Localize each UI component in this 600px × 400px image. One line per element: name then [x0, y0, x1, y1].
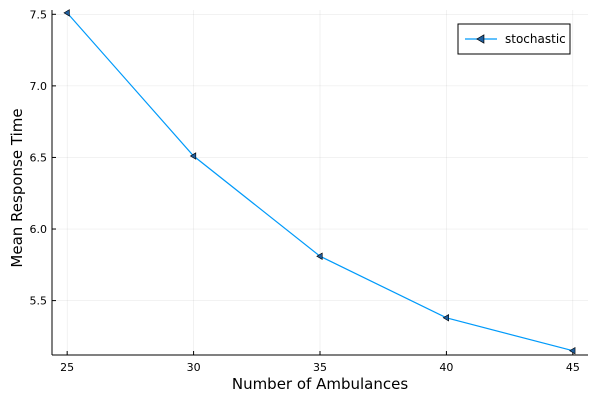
grid [52, 10, 588, 355]
x-axis-label: Number of Ambulances [232, 375, 408, 393]
y-ticks: 5.5 6.0 6.5 7.0 7.5 [30, 8, 56, 308]
y-tick-label: 6.0 [30, 223, 48, 236]
data-point [63, 9, 70, 17]
data-point [316, 252, 323, 260]
data-point [442, 314, 449, 322]
data-point [569, 346, 576, 355]
y-tick-label: 7.5 [30, 8, 48, 21]
x-tick-label: 25 [60, 361, 74, 374]
legend-label: stochastic [505, 32, 566, 46]
legend: stochastic [457, 23, 571, 55]
x-ticks: 25 30 35 40 45 [60, 351, 580, 374]
y-tick-label: 5.5 [30, 295, 48, 308]
data-point [189, 152, 197, 160]
legend-marker [476, 34, 485, 44]
x-tick-label: 40 [439, 361, 453, 374]
plot-area [63, 9, 576, 355]
x-tick-label: 35 [313, 361, 327, 374]
x-tick-label: 30 [187, 361, 201, 374]
y-axis-label: Mean Response Time [8, 108, 26, 267]
y-tick-label: 7.0 [30, 80, 48, 93]
y-tick-label: 6.5 [30, 151, 48, 164]
x-tick-label: 45 [566, 361, 580, 374]
